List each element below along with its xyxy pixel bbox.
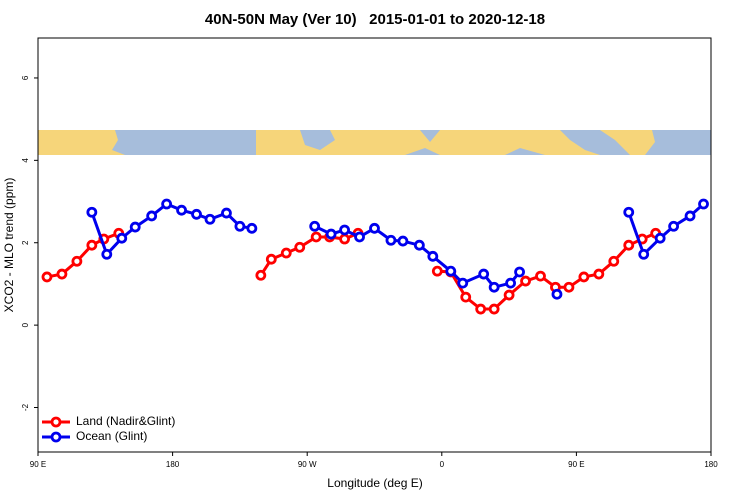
data-point xyxy=(246,222,258,234)
data-point xyxy=(339,224,350,236)
chart-title: 40N-50N May (Ver 10) 2015-01-01 to 2020-… xyxy=(205,11,545,28)
data-point xyxy=(221,207,232,219)
data-point xyxy=(431,265,443,277)
data-point xyxy=(520,275,531,287)
data-point xyxy=(684,210,696,222)
map-land xyxy=(600,130,655,155)
y-tick-label: 0 xyxy=(21,322,30,327)
data-point xyxy=(488,303,500,315)
data-point xyxy=(385,234,397,246)
data-point xyxy=(309,220,321,232)
data-point xyxy=(310,231,322,243)
data-point xyxy=(514,266,525,278)
data-point xyxy=(623,239,635,251)
data-point xyxy=(339,233,350,245)
data-point xyxy=(71,255,83,267)
data-point xyxy=(41,271,53,283)
map-land xyxy=(256,130,600,155)
data-point xyxy=(101,248,113,260)
data-point xyxy=(397,235,409,247)
series-line xyxy=(46,231,657,311)
map-ocean xyxy=(300,130,335,150)
data-point xyxy=(427,250,439,262)
map-land xyxy=(38,130,125,155)
data-point xyxy=(56,268,68,280)
data-point xyxy=(325,228,337,240)
x-tick-label: 90 E xyxy=(30,460,46,469)
data-point xyxy=(234,220,246,232)
data-point xyxy=(116,232,128,244)
data-point xyxy=(593,268,605,280)
legend-label: Land (Nadir&Glint) xyxy=(76,414,175,428)
x-tick-label: 180 xyxy=(166,460,180,469)
x-tick-label: 90 E xyxy=(568,460,584,469)
y-tick-label: -2 xyxy=(21,403,30,411)
y-tick-label: 2 xyxy=(21,240,30,245)
x-tick-label: 180 xyxy=(704,460,718,469)
data-point xyxy=(698,198,709,210)
data-point xyxy=(413,239,425,251)
data-point xyxy=(265,253,277,265)
x-axis-label: Longitude (deg E) xyxy=(327,476,422,490)
legend-marker xyxy=(50,431,62,443)
data-point xyxy=(475,303,487,315)
data-point xyxy=(488,281,500,293)
x-tick-label: 90 W xyxy=(298,460,317,469)
data-point xyxy=(457,277,469,289)
data-point xyxy=(535,270,546,282)
legend-label: Ocean (Glint) xyxy=(76,429,147,443)
data-point xyxy=(369,222,380,234)
data-point xyxy=(460,291,472,303)
data-point xyxy=(578,271,590,283)
x-tick-label: 0 xyxy=(440,460,445,469)
data-point xyxy=(563,281,575,293)
data-point xyxy=(638,248,650,260)
legend-marker xyxy=(50,416,62,428)
data-point xyxy=(294,241,306,253)
data-point xyxy=(505,277,516,289)
data-point xyxy=(86,206,98,218)
data-point xyxy=(503,289,515,301)
data-point xyxy=(445,265,457,277)
data-point xyxy=(668,220,680,232)
y-axis-label: XCO2 - MLO trend (ppm) xyxy=(2,178,16,313)
data-point xyxy=(204,213,216,225)
data-point xyxy=(608,255,620,267)
data-point xyxy=(654,232,666,244)
data-point xyxy=(255,269,267,281)
data-point xyxy=(354,231,365,243)
data-point xyxy=(129,221,141,233)
data-point xyxy=(551,288,563,300)
map-strip xyxy=(38,130,711,155)
data-point xyxy=(161,198,173,210)
series-line xyxy=(90,202,705,289)
data-point xyxy=(478,268,490,280)
data-point xyxy=(176,204,187,216)
data-point xyxy=(191,208,202,220)
data-point xyxy=(623,206,635,218)
y-tick-label: 6 xyxy=(21,75,30,80)
plot-frame xyxy=(37,37,712,453)
data-point xyxy=(280,247,292,259)
data-point xyxy=(86,239,98,251)
data-point xyxy=(146,210,158,222)
y-tick-label: 4 xyxy=(21,158,30,163)
